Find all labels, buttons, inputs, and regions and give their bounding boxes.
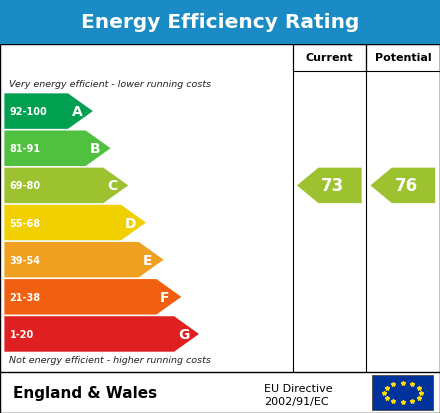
Text: G: G — [178, 327, 189, 341]
Text: Potential: Potential — [374, 53, 431, 63]
Bar — [372, 375, 433, 410]
Text: 92-100: 92-100 — [10, 107, 48, 117]
Polygon shape — [4, 280, 181, 315]
Polygon shape — [370, 168, 435, 204]
Text: E: E — [143, 253, 152, 267]
Text: B: B — [89, 142, 100, 156]
Text: EU Directive: EU Directive — [264, 383, 333, 393]
Text: 55-68: 55-68 — [10, 218, 41, 228]
Text: Current: Current — [305, 53, 353, 63]
Text: 21-38: 21-38 — [10, 292, 41, 302]
Polygon shape — [4, 242, 164, 278]
Polygon shape — [4, 168, 128, 204]
Polygon shape — [4, 94, 93, 130]
Text: 73: 73 — [321, 177, 344, 195]
Text: D: D — [125, 216, 136, 230]
Text: 81-91: 81-91 — [10, 144, 41, 154]
Text: Very energy efficient - lower running costs: Very energy efficient - lower running co… — [9, 80, 211, 89]
Bar — [293, 45, 366, 72]
Polygon shape — [4, 131, 110, 166]
Text: F: F — [160, 290, 170, 304]
Text: 1-20: 1-20 — [10, 329, 34, 339]
Text: Energy Efficiency Rating: Energy Efficiency Rating — [81, 13, 359, 32]
Text: A: A — [72, 105, 82, 119]
Text: 69-80: 69-80 — [10, 181, 41, 191]
Polygon shape — [4, 316, 199, 352]
Text: 2002/91/EC: 2002/91/EC — [264, 396, 329, 406]
Text: 76: 76 — [395, 177, 418, 195]
Text: 39-54: 39-54 — [10, 255, 40, 265]
Polygon shape — [4, 205, 146, 241]
Text: C: C — [107, 179, 117, 193]
Polygon shape — [297, 168, 362, 204]
Bar — [366, 45, 440, 72]
Text: Not energy efficient - higher running costs: Not energy efficient - higher running co… — [9, 356, 211, 365]
Text: England & Wales: England & Wales — [13, 385, 158, 400]
